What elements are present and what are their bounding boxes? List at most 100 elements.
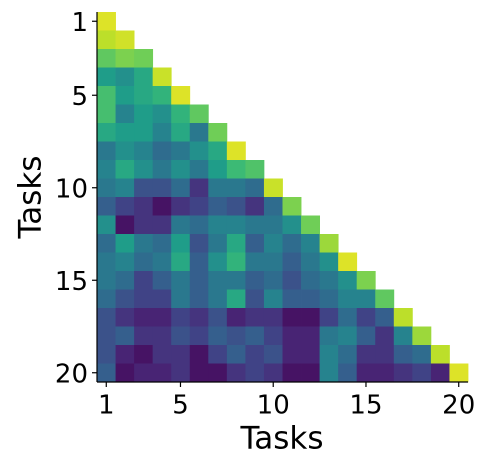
heatmap-cell bbox=[152, 141, 172, 161]
heatmap-cell bbox=[282, 363, 302, 383]
heatmap-cell bbox=[226, 345, 246, 364]
heatmap-cell bbox=[189, 141, 209, 161]
heatmap-cell bbox=[226, 197, 246, 216]
heatmap-cell bbox=[245, 178, 265, 198]
heatmap-cell bbox=[152, 197, 172, 216]
heatmap-cell bbox=[97, 67, 116, 87]
heatmap-cell bbox=[208, 178, 228, 198]
heatmap-cell bbox=[263, 271, 283, 290]
heatmap-cell bbox=[319, 289, 339, 309]
heatmap-cell bbox=[171, 160, 191, 179]
heatmap-cell bbox=[97, 308, 116, 327]
heatmap-cell bbox=[97, 12, 116, 31]
heatmap-cell bbox=[449, 363, 469, 383]
heatmap-cell bbox=[152, 345, 172, 364]
heatmap-cell bbox=[152, 326, 172, 346]
heatmap-cell bbox=[208, 234, 228, 253]
heatmap-cell bbox=[171, 141, 191, 161]
heatmap-cell bbox=[134, 160, 154, 179]
heatmap-cell bbox=[189, 104, 209, 124]
heatmap-cell bbox=[134, 252, 154, 272]
heatmap-cell bbox=[97, 289, 116, 309]
heatmap-cell bbox=[134, 271, 154, 290]
heatmap-cell bbox=[115, 160, 135, 179]
y-axis-label: Tasks bbox=[13, 155, 49, 239]
heatmap-cell bbox=[226, 308, 246, 327]
heatmap-cell bbox=[152, 289, 172, 309]
heatmap-cell bbox=[245, 271, 265, 290]
heatmap-cell bbox=[134, 86, 154, 105]
heatmap-cell bbox=[319, 363, 339, 383]
heatmap-cell bbox=[282, 197, 302, 216]
heatmap-cell bbox=[189, 178, 209, 198]
heatmap-cell bbox=[430, 345, 450, 364]
heatmap-cell bbox=[393, 308, 413, 327]
heatmap-cell bbox=[282, 345, 302, 364]
heatmap-cell bbox=[115, 104, 135, 124]
heatmap-cell bbox=[245, 326, 265, 346]
heatmap-cell bbox=[301, 215, 320, 235]
heatmap-cell bbox=[301, 308, 320, 327]
heatmap-cell bbox=[263, 363, 283, 383]
heatmap-cell bbox=[356, 326, 376, 346]
heatmap-cell bbox=[301, 363, 320, 383]
heatmap-cell bbox=[319, 234, 339, 253]
heatmap-cell bbox=[189, 271, 209, 290]
heatmap-cell bbox=[171, 178, 191, 198]
heatmap-cell bbox=[356, 308, 376, 327]
heatmap-cell bbox=[189, 160, 209, 179]
x-tick-label: 10 bbox=[257, 391, 290, 421]
heatmap-cell bbox=[393, 363, 413, 383]
heatmap-cell bbox=[338, 326, 358, 346]
heatmap-cell bbox=[208, 160, 228, 179]
heatmap-cell bbox=[171, 326, 191, 346]
heatmap-cell bbox=[375, 345, 395, 364]
heatmap-cell bbox=[152, 160, 172, 179]
heatmap-cell bbox=[189, 308, 209, 327]
y-tick-label: 10 bbox=[55, 174, 88, 204]
heatmap-cell bbox=[208, 345, 228, 364]
heatmap-cell bbox=[301, 289, 320, 309]
heatmap-cell bbox=[226, 271, 246, 290]
heatmap-cell bbox=[338, 308, 358, 327]
heatmap-cell bbox=[152, 86, 172, 105]
heatmap-cell bbox=[97, 215, 116, 235]
heatmap-cell bbox=[208, 141, 228, 161]
heatmap-cell bbox=[226, 326, 246, 346]
heatmap-cell bbox=[152, 67, 172, 87]
heatmap-cell bbox=[301, 271, 320, 290]
heatmap-cell bbox=[97, 345, 116, 364]
y-tick-label: 1 bbox=[71, 8, 88, 38]
heatmap-cell bbox=[171, 289, 191, 309]
heatmap-cell bbox=[319, 252, 339, 272]
heatmap-cell bbox=[134, 363, 154, 383]
heatmap-cell bbox=[115, 141, 135, 161]
heatmap-cell bbox=[97, 123, 116, 142]
heatmap-cell bbox=[152, 308, 172, 327]
heatmap-cell bbox=[338, 345, 358, 364]
heatmap-cell bbox=[245, 252, 265, 272]
heatmap-cell bbox=[282, 308, 302, 327]
heatmap-cell bbox=[152, 252, 172, 272]
heatmap-cell bbox=[97, 252, 116, 272]
heatmap-cell bbox=[208, 308, 228, 327]
heatmap-cell bbox=[97, 30, 116, 50]
heatmap-cell bbox=[356, 289, 376, 309]
heatmap-cell bbox=[208, 215, 228, 235]
heatmap-cell bbox=[115, 123, 135, 142]
heatmap-cell bbox=[208, 271, 228, 290]
heatmap-cell bbox=[189, 234, 209, 253]
heatmap-cell bbox=[134, 234, 154, 253]
heatmap-cell bbox=[115, 178, 135, 198]
y-tick-label: 5 bbox=[71, 82, 88, 112]
heatmap-cell bbox=[375, 308, 395, 327]
heatmap-cell bbox=[412, 345, 432, 364]
heatmap-cell bbox=[152, 104, 172, 124]
heatmap-cell bbox=[97, 326, 116, 346]
heatmap-cell bbox=[263, 308, 283, 327]
heatmap-cell bbox=[97, 86, 116, 105]
heatmap-cell bbox=[189, 197, 209, 216]
heatmap-cell bbox=[375, 326, 395, 346]
heatmap-cell bbox=[115, 234, 135, 253]
